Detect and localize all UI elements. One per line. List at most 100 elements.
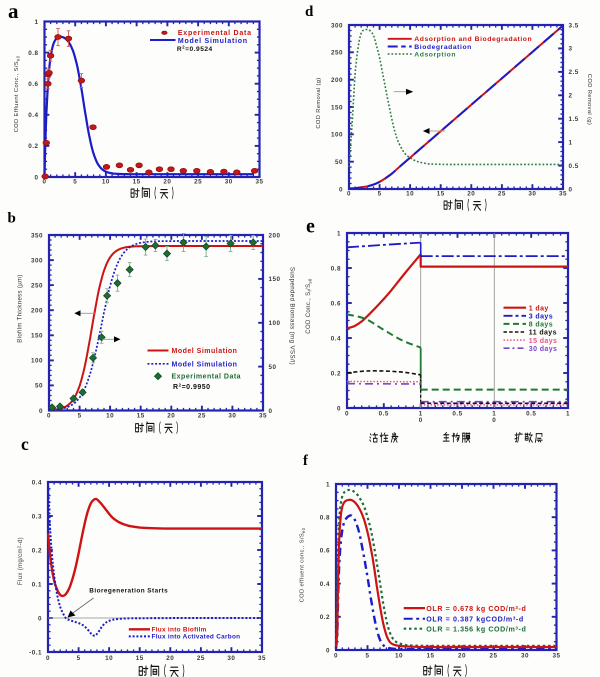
svg-text:c: c — [21, 434, 29, 454]
svg-text:0.5: 0.5 — [526, 411, 536, 418]
svg-text:50: 50 — [35, 383, 43, 390]
svg-text:0: 0 — [46, 655, 50, 662]
svg-text:3 days: 3 days — [529, 314, 553, 321]
svg-text:200: 200 — [331, 77, 343, 84]
svg-text:0.8: 0.8 — [28, 50, 38, 57]
svg-text:200: 200 — [31, 308, 43, 315]
svg-text:1: 1 — [326, 481, 330, 488]
svg-text:0.5: 0.5 — [379, 411, 389, 418]
svg-text:5: 5 — [365, 653, 369, 660]
svg-text:35: 35 — [552, 653, 560, 660]
svg-text:0: 0 — [269, 408, 273, 415]
svg-text:Biodegradation: Biodegradation — [414, 44, 472, 51]
svg-text:0.5: 0.5 — [569, 163, 579, 170]
svg-text:COD Removal (g): COD Removal (g) — [316, 77, 322, 128]
svg-text:11 days: 11 days — [529, 330, 557, 337]
svg-text:150: 150 — [269, 276, 281, 283]
svg-text:0.5: 0.5 — [452, 411, 462, 418]
svg-text:1: 1 — [569, 139, 573, 146]
svg-text:0: 0 — [34, 174, 38, 181]
svg-text:25: 25 — [489, 653, 497, 660]
svg-text:30: 30 — [521, 653, 529, 660]
svg-text:0: 0 — [38, 615, 42, 622]
svg-text:COD Effluent Conc., S/Se0: COD Effluent Conc., S/Se0 — [14, 55, 20, 132]
svg-text:0.2: 0.2 — [28, 143, 38, 150]
svg-text:R2=0.9950: R2=0.9950 — [173, 383, 211, 392]
svg-text:0.8: 0.8 — [331, 265, 341, 272]
svg-text:2.5: 2.5 — [569, 69, 579, 76]
svg-text:COD Removal (g): COD Removal (g) — [586, 74, 592, 125]
svg-text:30 days: 30 days — [529, 346, 558, 353]
svg-text:0.8: 0.8 — [320, 515, 330, 522]
svg-text:300: 300 — [31, 257, 43, 264]
svg-text:25: 25 — [197, 655, 205, 662]
svg-text:-0.1: -0.1 — [29, 649, 42, 656]
svg-text:1.5: 1.5 — [569, 116, 579, 123]
svg-text:35: 35 — [259, 413, 267, 420]
svg-text:5: 5 — [77, 655, 81, 662]
svg-text:30: 30 — [225, 179, 233, 186]
svg-text:10: 10 — [106, 413, 114, 420]
svg-text:0.6: 0.6 — [320, 548, 330, 555]
svg-text:250: 250 — [31, 282, 43, 289]
svg-text:Adsorption and Biodegradation: Adsorption and Biodegradation — [414, 36, 532, 43]
svg-text:COD effluent conc., S/Se0: COD effluent conc., S/Se0 — [300, 527, 306, 602]
svg-text:0.6: 0.6 — [28, 81, 38, 88]
svg-text:25: 25 — [194, 179, 202, 186]
svg-text:100: 100 — [269, 320, 281, 327]
svg-text:0.2: 0.2 — [331, 370, 341, 377]
svg-text:Adsorption: Adsorption — [414, 51, 456, 58]
svg-text:0.4: 0.4 — [331, 335, 341, 342]
svg-text:100: 100 — [331, 132, 343, 139]
svg-text:0: 0 — [326, 647, 330, 654]
svg-text:8 days: 8 days — [529, 322, 553, 329]
svg-text:0: 0 — [492, 417, 496, 424]
svg-text:25: 25 — [498, 191, 506, 198]
svg-text:Biofilm Thickness (µm): Biofilm Thickness (µm) — [18, 274, 24, 342]
svg-text:15: 15 — [426, 653, 434, 660]
svg-text:Model Simulation: Model Simulation — [178, 38, 248, 45]
svg-text:COD Conc., Sf/Ss0: COD Conc., Sf/Ss0 — [306, 278, 312, 334]
svg-text:Experimental Data: Experimental Data — [178, 30, 252, 37]
svg-text:20: 20 — [167, 413, 175, 420]
svg-text:1: 1 — [419, 411, 423, 418]
svg-text:20: 20 — [467, 191, 475, 198]
svg-text:Suspended Biomass (mg VSS/l): Suspended Biomass (mg VSS/l) — [289, 267, 296, 365]
svg-text:3.5: 3.5 — [569, 22, 579, 29]
svg-text:5: 5 — [378, 191, 382, 198]
svg-text:1: 1 — [492, 411, 496, 418]
svg-text:0: 0 — [419, 417, 423, 424]
svg-text:0: 0 — [39, 408, 43, 415]
svg-text:25: 25 — [198, 413, 206, 420]
svg-text:0: 0 — [334, 653, 338, 660]
svg-text:15 days: 15 days — [529, 338, 558, 345]
svg-text:200: 200 — [269, 232, 281, 239]
svg-text:350: 350 — [31, 232, 43, 239]
svg-text:35: 35 — [255, 179, 263, 186]
svg-text:0.3: 0.3 — [32, 513, 42, 520]
svg-text:1 day: 1 day — [529, 305, 549, 312]
svg-text:10: 10 — [406, 191, 414, 198]
svg-text:OLR = 0.387 kgCOD/m3-d: OLR = 0.387 kgCOD/m3-d — [426, 616, 524, 624]
svg-text:1: 1 — [566, 411, 570, 418]
svg-text:50: 50 — [335, 159, 343, 166]
svg-text:d: d — [305, 4, 314, 20]
svg-text:Experimental Data: Experimental Data — [172, 374, 242, 381]
svg-text:0: 0 — [347, 191, 351, 198]
svg-text:1: 1 — [337, 230, 341, 237]
svg-text:15: 15 — [437, 191, 445, 198]
svg-text:10: 10 — [395, 653, 403, 660]
svg-text:Model Simulation: Model Simulation — [172, 361, 238, 368]
svg-text:Bioregeneration Starts: Bioregeneration Starts — [89, 587, 168, 594]
svg-text:250: 250 — [331, 50, 343, 57]
svg-text:20: 20 — [163, 179, 171, 186]
svg-text:15: 15 — [133, 179, 141, 186]
svg-text:30: 30 — [528, 191, 536, 198]
svg-text:0: 0 — [337, 405, 341, 412]
svg-text:0.1: 0.1 — [32, 581, 42, 588]
svg-text:0.4: 0.4 — [32, 479, 42, 486]
svg-text:0.6: 0.6 — [331, 300, 341, 307]
svg-text:0.2: 0.2 — [320, 614, 330, 621]
svg-text:OLR = 0.678 kg COD/m3-d: OLR = 0.678 kg COD/m3-d — [426, 605, 526, 613]
svg-text:0: 0 — [47, 413, 51, 420]
